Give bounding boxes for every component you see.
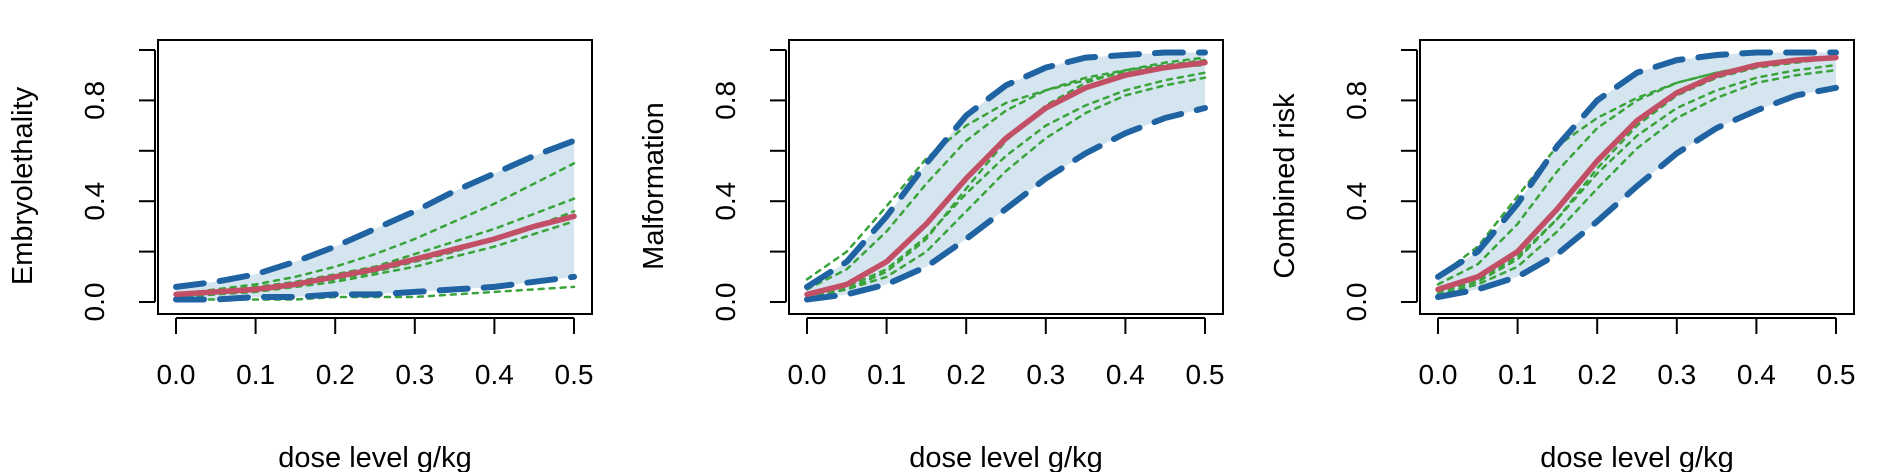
y-tick-label: 0.0: [1341, 283, 1372, 322]
lower-bound-line: [173, 273, 577, 303]
x-tick-label: 0.4: [1106, 359, 1145, 390]
y-axis-title: Combined risk: [1269, 93, 1301, 279]
x-axis-title: dose level g/kg: [278, 442, 471, 472]
sample-curve-5: [805, 76, 1207, 299]
posterior-mean-line: [173, 213, 577, 298]
lower-bound-line: [804, 105, 1208, 303]
y-axis-title: Malformation: [638, 102, 670, 270]
y-tick-label: 0.8: [710, 81, 741, 120]
x-tick-label: 0.2: [1578, 359, 1617, 390]
x-tick-label: 0.3: [395, 359, 434, 390]
posterior-mean-line: [804, 59, 1208, 298]
x-tick-label: 0.4: [1737, 359, 1776, 390]
upper-bound-line: [173, 137, 577, 290]
y-tick-label: 0.4: [710, 182, 741, 221]
sample-curve-3: [805, 56, 1207, 299]
y-axis-title: Embryolethality: [7, 86, 39, 285]
x-axis-title: dose level g/kg: [909, 442, 1102, 472]
x-tick-label: 0.5: [555, 359, 594, 390]
x-tick-label: 0.3: [1026, 359, 1065, 390]
sample-curve-5: [1436, 68, 1838, 296]
sample-curve-2: [805, 58, 1207, 291]
x-tick-label: 0.0: [157, 359, 196, 390]
chart-panel-3: 0.0 0.4 0.8 0.0 0.1 0.2 0.3 0.4 0.5 dose level g/…: [1269, 39, 1856, 472]
x-tick-label: 0.2: [316, 359, 355, 390]
credible-band: [807, 52, 1205, 300]
credible-band: [176, 140, 574, 300]
y-tick-label: 0.8: [1341, 81, 1372, 120]
chart-panel-2: 0.0 0.4 0.8 0.0 0.1 0.2 0.3 0.4 0.5 dose level g/…: [638, 39, 1225, 472]
plot-frame: [1419, 39, 1855, 315]
sample-curve-1: [174, 162, 576, 296]
posterior-mean-line: [1435, 54, 1839, 293]
x-tick-label: 0.5: [1186, 359, 1225, 390]
x-axis-title: dose level g/kg: [1540, 442, 1733, 472]
x-tick-label: 0.5: [1817, 359, 1856, 390]
x-tick-label: 0.1: [1498, 359, 1537, 390]
x-tick-label: 0.1: [236, 359, 275, 390]
upper-bound-line: [804, 49, 1208, 290]
x-tick-label: 0.3: [1657, 359, 1696, 390]
y-tick-label: 0.4: [79, 182, 110, 221]
sample-curve-4: [805, 71, 1207, 296]
y-tick-label: 0.4: [1341, 182, 1372, 221]
sample-curve-4: [1436, 63, 1838, 291]
x-tick-label: 0.2: [947, 359, 986, 390]
plot-frame: [157, 39, 593, 315]
x-tick-label: 0.0: [1419, 359, 1458, 390]
y-tick-label: 0.0: [710, 283, 741, 322]
x-tick-label: 0.1: [867, 359, 906, 390]
sample-curve-1: [805, 63, 1207, 281]
y-tick-label: 0.0: [79, 283, 110, 322]
plot-frame: [788, 39, 1224, 315]
credible-band: [1438, 52, 1836, 297]
chart-panel-1: 0.0 0.4 0.8 0.0 0.1 0.2 0.3 0.4 0.5 dose level g/…: [7, 39, 594, 472]
x-tick-label: 0.4: [475, 359, 514, 390]
upper-bound-line: [1435, 49, 1839, 280]
y-tick-label: 0.8: [79, 81, 110, 120]
x-tick-label: 0.0: [788, 359, 827, 390]
lower-bound-line: [1435, 84, 1839, 300]
sample-curve-3: [1436, 56, 1838, 294]
